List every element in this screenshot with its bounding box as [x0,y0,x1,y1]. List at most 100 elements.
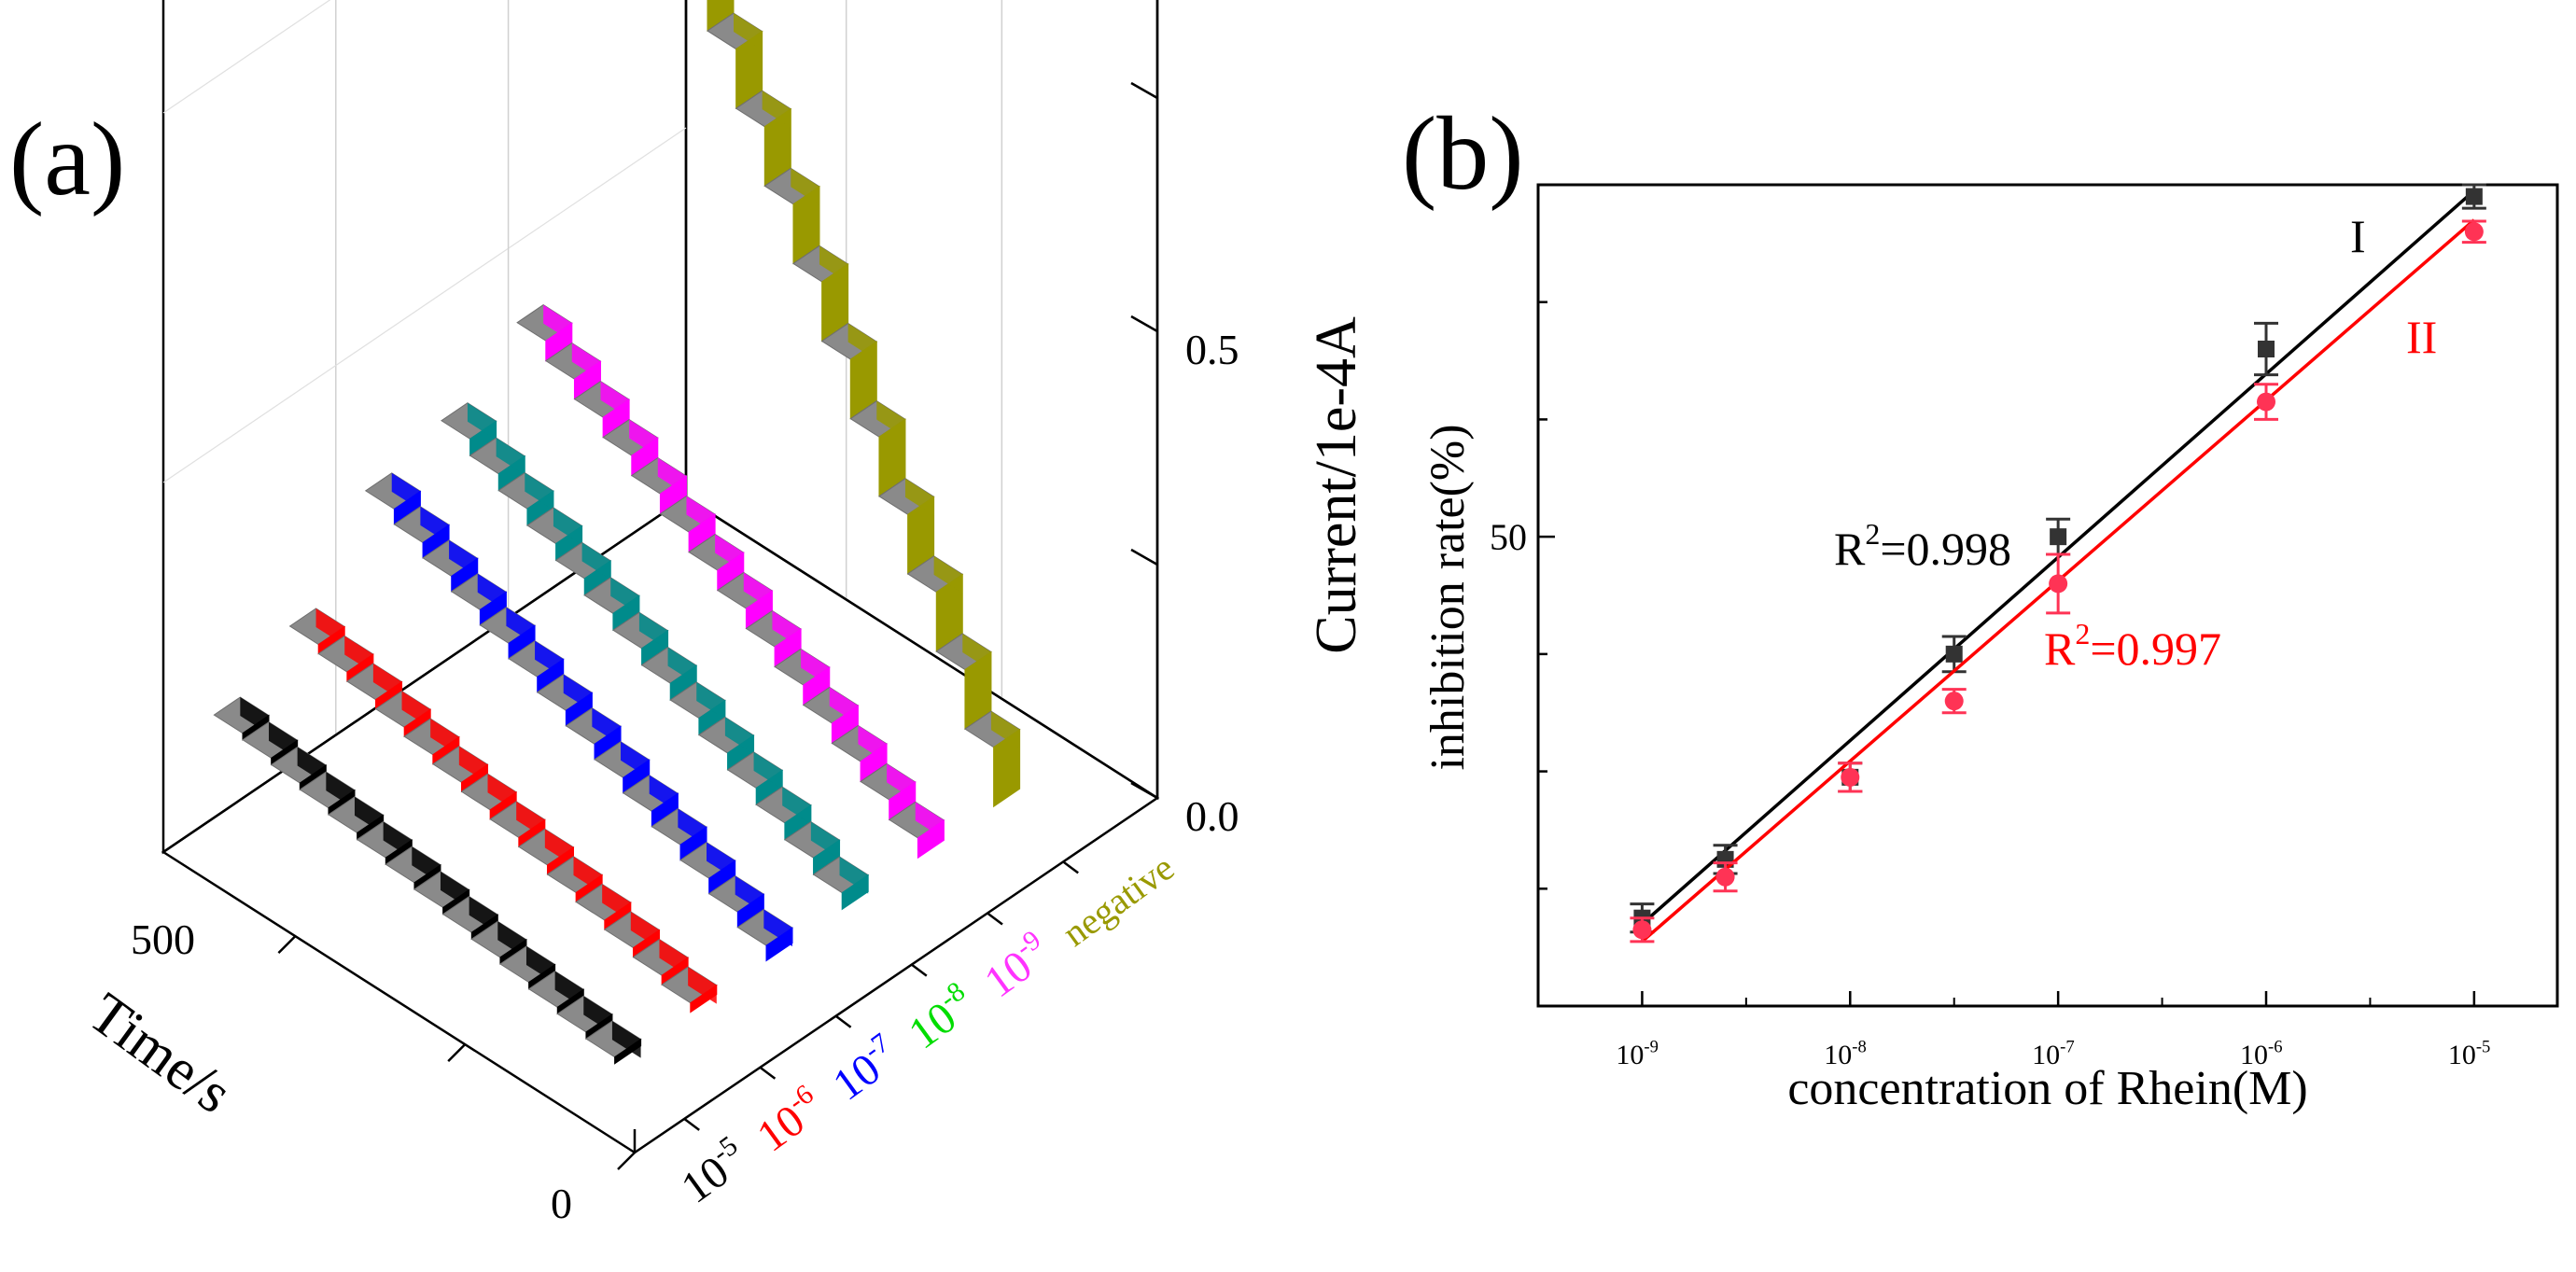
ribbon-side [458,746,488,784]
ribbon-side [678,808,707,846]
r2-label-I: R2=0.998 [1834,517,2011,575]
ribbon-side [733,13,763,50]
ribbon-side [763,909,792,947]
ribbon-side [516,801,545,839]
x-tick-label-0-exp: -9 [1644,1037,1659,1056]
x-tick-label-1-base: 10 [1824,1040,1852,1070]
plot-frame [1536,183,2559,1008]
z-tick-label: 0.5 [1185,326,1239,373]
ribbon-side [610,577,639,615]
series-label-5: negative [1055,846,1182,955]
panel-a: (a) 0.0 0.5 0 500 10-5 10-6 10-7 10-8 10-9 nega… [9,0,1368,1227]
ribbon-side [553,507,582,545]
ribbon-side [525,945,555,984]
ribbon-side [707,842,735,880]
r2-label-II-exp: 2 [2075,617,2090,650]
ribbon-side [554,971,584,1009]
time-tick-label: 500 [131,916,195,963]
z-tick [1130,781,1158,800]
ribbon-side [688,967,717,1004]
data-point [1715,867,1735,887]
ribbon-side [372,664,402,701]
3d-box-front [633,0,1159,1153]
data-point [2050,528,2067,546]
r2-label-I-exp: 2 [1865,517,1880,551]
ribbon-side [715,534,744,572]
ribbon-side [839,857,869,894]
ribbon-side [743,572,773,610]
x-tick-label-2-exp: -7 [2060,1037,2075,1056]
x-tick-label-4-base: 10 [2448,1040,2476,1070]
series-label-0: 10-5 [670,1130,756,1213]
series-name-II: II [2406,311,2437,363]
ribbon-side [753,751,783,790]
ribbon-side [782,787,811,824]
ribbon-side [354,796,384,834]
ribbon-side [791,168,819,205]
series-name-I: I [2350,210,2366,262]
ribbon-side [858,725,888,762]
data-point [2258,341,2275,357]
ribbon-side [649,775,679,813]
ribbon-10^-5 [213,696,642,1065]
time-tick [277,935,297,955]
data-point [2464,222,2484,242]
ribbon-side [497,921,526,958]
r2-label-II-value: =0.997 [2090,622,2221,675]
ribbon-10^-8 [441,402,870,911]
x-tick-label-4-exp: -5 [2476,1037,2491,1056]
ribbon-side [762,91,791,128]
ribbon-side [904,478,934,516]
ribbon-side [667,647,697,685]
ribbon-side [915,802,945,839]
x-tick-label-1: 10-8 [1824,1037,1867,1070]
panel-b: (b) 50 10-9 10-8 10-7 10-6 10-5 IIIR2=0.998R… [1402,96,2559,1115]
r2-label-I-base: R [1834,523,1866,575]
ribbon-side [240,697,270,734]
x-tick-label-3-exp: -6 [2268,1037,2283,1056]
data-point [1944,692,1964,711]
series-tick [1062,860,1079,874]
ribbon-side [847,323,877,361]
ribbon-side [487,774,517,811]
series-label-5-base: negative [1055,846,1182,955]
ribbon-10^-7 [364,472,793,962]
r2-label-II: R2=0.997 [2044,617,2221,675]
scatter-series [1630,183,2486,944]
ribbon-side [659,939,689,977]
ribbon-side [630,912,660,949]
ribbon-side [696,682,725,720]
panel-b-label: (b) [1402,96,1524,212]
time-tick [447,1043,467,1062]
r2-label-I-value: =0.998 [1880,523,2011,575]
data-point [2465,188,2483,205]
ribbon-side [391,472,421,510]
waterfall-ribbons [213,0,1021,1065]
ribbon-side [990,711,1020,748]
ribbon-side [544,829,574,866]
grid-line [162,0,331,114]
ribbon-side [592,707,622,746]
ribbon-side [401,691,431,729]
ribbon-side [829,687,859,724]
x-tick-label-0-base: 10 [1616,1040,1644,1070]
z-tick [1130,548,1158,566]
ribbon-side [887,763,916,801]
y-tick-label: 50 [1490,516,1527,558]
series-tick [987,912,1003,926]
ribbon-side [600,381,630,419]
data-point [1632,920,1652,940]
ribbon-side [876,400,905,439]
ribbon-side [571,342,601,381]
ribbon-side [543,304,572,342]
ribbon-negative [707,0,1021,808]
ribbon-side [383,821,413,860]
z-axis-ticks: 0.0 0.5 [1130,81,1239,840]
ribbon-side [269,721,298,760]
ribbon-side [772,610,802,649]
ribbon-side [611,1021,641,1058]
ribbon-side [440,871,469,909]
ribbon-side [801,649,830,687]
x-tick-label-4: 10-5 [2448,1037,2491,1070]
ribbon-side [430,719,459,756]
